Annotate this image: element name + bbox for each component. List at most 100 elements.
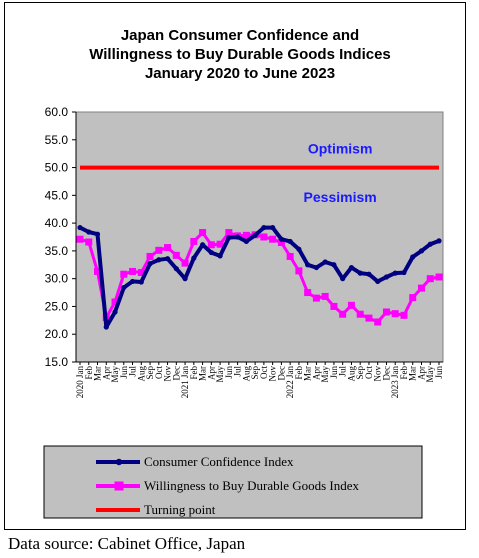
series-0-point xyxy=(375,278,381,285)
series-1-point xyxy=(339,310,347,318)
x-tick-label: Dec xyxy=(381,366,391,381)
series-1-point xyxy=(260,233,268,241)
series-0-point xyxy=(270,224,276,231)
chart-title-line-2: Willingness to Buy Durable Goods Indices xyxy=(89,46,391,63)
series-1-point xyxy=(190,237,198,245)
series-0-point xyxy=(322,259,328,265)
x-tick-label: Apr xyxy=(311,366,321,380)
series-0-point xyxy=(191,255,197,261)
series-0-point xyxy=(226,234,232,241)
data-source-note: Data source: Cabinet Office, Japan xyxy=(8,534,246,553)
series-0-point xyxy=(366,271,372,277)
series-0-point xyxy=(401,269,407,276)
y-tick-label: 25.0 xyxy=(45,299,69,313)
chart-title-line-3: January 2020 to June 2023 xyxy=(145,65,335,82)
x-tick-label: Feb xyxy=(294,366,304,380)
y-tick-label: 45.0 xyxy=(45,188,69,202)
series-1-point xyxy=(155,246,163,254)
legend-box xyxy=(43,445,423,519)
x-tick-label: Feb xyxy=(84,366,94,380)
series-0-point xyxy=(173,266,179,272)
series-1-point xyxy=(242,231,250,239)
series-0-point xyxy=(156,257,162,263)
series-1-point xyxy=(409,294,417,302)
series-0-point xyxy=(182,276,188,282)
series-1-point xyxy=(295,267,303,275)
x-tick-label: Mar xyxy=(303,366,313,381)
x-tick-label: Jul xyxy=(128,366,138,377)
series-0-point xyxy=(348,264,355,271)
series-0-point xyxy=(199,242,206,248)
series-0-point xyxy=(252,232,258,238)
series-1-point xyxy=(85,238,93,246)
series-0-point xyxy=(278,236,284,242)
x-tick-label: May xyxy=(215,366,225,383)
series-1-point xyxy=(172,251,180,259)
series-1-point xyxy=(365,314,373,322)
y-tick-label: 15.0 xyxy=(45,355,69,369)
x-tick-label: Aug xyxy=(346,366,356,382)
series-1-point xyxy=(400,311,408,319)
series-0-point xyxy=(427,241,433,247)
x-tick-label: Mar xyxy=(93,366,103,381)
x-tick-label: 2022 Jan xyxy=(285,366,295,399)
x-tick-label: Sep xyxy=(355,366,365,380)
x-tick-label: Apr xyxy=(416,366,426,380)
series-0-point xyxy=(164,256,171,262)
series-1-point xyxy=(312,294,320,302)
series-0-point xyxy=(243,238,249,245)
x-tick-label: May xyxy=(110,366,120,383)
series-0-point xyxy=(331,262,337,268)
y-tick-label: 60.0 xyxy=(45,105,69,119)
x-tick-label: Apr xyxy=(101,366,111,380)
series-0-point xyxy=(296,246,302,252)
x-tick-label: Mar xyxy=(408,366,418,381)
series-1-point xyxy=(356,310,364,318)
legend-swatch-marker xyxy=(114,481,124,491)
y-tick-label: 35.0 xyxy=(45,244,69,258)
series-0-point xyxy=(217,253,223,259)
annotation-optimism: Optimism xyxy=(308,141,373,157)
series-1-point xyxy=(199,229,207,237)
series-0-point xyxy=(208,249,214,256)
series-0-point xyxy=(112,309,118,315)
series-1-point xyxy=(216,240,224,248)
y-tick-label: 40.0 xyxy=(45,216,69,230)
series-1-point xyxy=(391,310,399,318)
legend-label-0: Consumer Confidence Index xyxy=(144,454,294,469)
chart-title-line-1: Japan Consumer Confidence and xyxy=(121,27,359,44)
x-tick-label: 2021 Jan xyxy=(180,366,190,399)
annotation-pessimism: Pessimism xyxy=(304,189,377,205)
series-1-point xyxy=(286,252,294,260)
x-tick-label: May xyxy=(320,366,330,383)
x-tick-label: Dec xyxy=(276,366,286,381)
x-tick-label: Sep xyxy=(145,366,155,380)
series-0-point xyxy=(77,224,83,231)
series-0-point xyxy=(418,248,425,254)
series-0-point xyxy=(340,276,346,282)
x-tick-label: Feb xyxy=(189,366,199,380)
x-tick-label: Dec xyxy=(171,366,181,381)
x-tick-label: Sep xyxy=(250,366,260,380)
legend-label-2: Turning point xyxy=(144,502,216,517)
series-1-point xyxy=(181,259,189,267)
y-tick-label: 20.0 xyxy=(45,327,69,341)
series-1-point xyxy=(330,302,338,310)
series-0-point xyxy=(383,274,390,280)
series-1-point xyxy=(417,284,425,292)
series-1-point xyxy=(382,308,390,316)
x-tick-label: May xyxy=(425,366,435,383)
x-tick-label: Aug xyxy=(136,366,146,382)
x-tick-label: Apr xyxy=(206,366,216,380)
series-0-point xyxy=(129,278,136,285)
y-tick-label: 50.0 xyxy=(45,161,69,175)
series-0-point xyxy=(410,254,416,260)
x-tick-label: Jul xyxy=(233,366,243,377)
series-0-point xyxy=(86,229,92,235)
x-tick-label: Jun xyxy=(119,366,129,379)
chart-svg: Japan Consumer Confidence and Willingness… xyxy=(43,27,444,519)
series-1-point xyxy=(120,270,128,278)
series-1-point xyxy=(435,273,443,281)
series-1-point xyxy=(347,301,355,309)
series-0-point xyxy=(103,324,109,330)
